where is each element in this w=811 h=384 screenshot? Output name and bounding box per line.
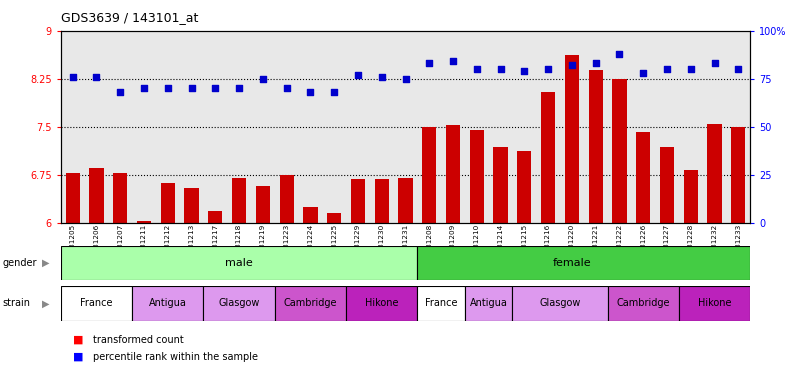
Bar [423, 127, 436, 223]
Point [90, 74, 103, 80]
Point [660, 66, 673, 72]
Bar [66, 173, 79, 223]
Point [423, 60, 436, 66]
Bar [679, 286, 750, 321]
Text: ■: ■ [73, 335, 84, 345]
Bar [660, 147, 674, 223]
Bar [589, 70, 603, 223]
Point [613, 51, 626, 57]
Bar [564, 55, 579, 223]
Point [233, 85, 246, 91]
Text: Antigua: Antigua [470, 298, 508, 308]
Point [304, 89, 317, 95]
Text: France: France [80, 298, 113, 308]
Bar [732, 127, 745, 223]
Point [280, 85, 293, 91]
Bar [61, 246, 418, 280]
Text: transformed count: transformed count [93, 335, 184, 345]
Point [637, 70, 650, 76]
Bar [208, 211, 222, 223]
Point [518, 68, 531, 74]
Point [542, 66, 555, 72]
Point [161, 85, 174, 91]
Bar [280, 175, 294, 223]
Bar [346, 286, 418, 321]
Text: Hikone: Hikone [365, 298, 398, 308]
Bar [684, 170, 698, 223]
Point [494, 66, 507, 72]
Point [399, 76, 412, 82]
Bar [375, 179, 388, 223]
Bar [351, 179, 365, 223]
Text: ▶: ▶ [42, 258, 49, 268]
Bar [541, 91, 556, 223]
Bar [446, 126, 460, 223]
Text: GDS3639 / 143101_at: GDS3639 / 143101_at [61, 12, 198, 25]
Bar [327, 213, 341, 223]
Text: male: male [225, 258, 253, 268]
Bar [132, 286, 204, 321]
Bar [61, 286, 132, 321]
Point [185, 85, 198, 91]
Bar [517, 151, 531, 223]
Point [209, 85, 222, 91]
Point [328, 89, 341, 95]
Bar [398, 178, 413, 223]
Point [256, 76, 269, 82]
Point [447, 58, 460, 65]
Bar [465, 286, 513, 321]
Text: ▶: ▶ [42, 298, 49, 308]
Text: Cambridge: Cambridge [284, 298, 337, 308]
Bar [89, 168, 104, 223]
Text: female: female [552, 258, 591, 268]
Bar [513, 286, 607, 321]
Bar [184, 187, 199, 223]
Bar [137, 222, 151, 223]
Point [565, 62, 578, 68]
Bar [113, 173, 127, 223]
Point [589, 60, 602, 66]
Text: Glasgow: Glasgow [218, 298, 260, 308]
Text: Hikone: Hikone [697, 298, 732, 308]
Bar [612, 79, 627, 223]
Point [470, 66, 483, 72]
Bar [470, 130, 484, 223]
Bar [303, 207, 318, 223]
Text: Glasgow: Glasgow [539, 298, 581, 308]
Point [67, 74, 79, 80]
Bar [707, 124, 722, 223]
Text: Antigua: Antigua [149, 298, 187, 308]
Bar [275, 286, 346, 321]
Text: ■: ■ [73, 352, 84, 362]
Bar [493, 147, 508, 223]
Point [684, 66, 697, 72]
Text: percentile rank within the sample: percentile rank within the sample [93, 352, 258, 362]
Bar [636, 132, 650, 223]
Bar [607, 286, 679, 321]
Point [708, 60, 721, 66]
Text: gender: gender [2, 258, 37, 268]
Text: Cambridge: Cambridge [616, 298, 670, 308]
Bar [161, 183, 175, 223]
Text: strain: strain [2, 298, 31, 308]
Bar [204, 286, 275, 321]
Point [732, 66, 744, 72]
Bar [232, 178, 247, 223]
Bar [418, 286, 465, 321]
Text: France: France [425, 298, 457, 308]
Point [114, 89, 127, 95]
Point [351, 72, 364, 78]
Bar [418, 246, 750, 280]
Bar [255, 185, 270, 223]
Point [375, 74, 388, 80]
Point [138, 85, 151, 91]
